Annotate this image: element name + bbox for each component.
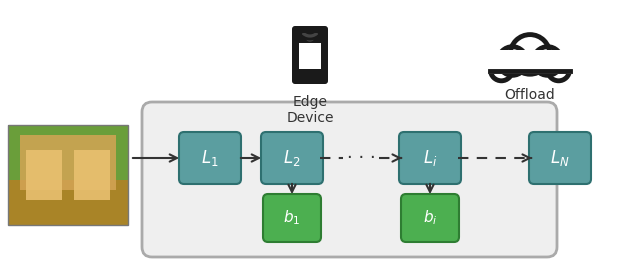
Text: Offload: Offload [504,88,556,102]
FancyBboxPatch shape [292,26,328,84]
Circle shape [306,33,314,41]
Bar [26,150,62,200]
FancyBboxPatch shape [302,33,318,38]
FancyBboxPatch shape [142,102,557,257]
Circle shape [510,35,550,74]
Bar [8,125,128,225]
Text: $b_{1}$: $b_{1}$ [284,209,301,227]
FancyBboxPatch shape [261,132,323,184]
Bar [8,125,128,225]
Circle shape [490,59,513,81]
Circle shape [533,47,562,75]
Text: $L_{1}$: $L_{1}$ [201,148,219,168]
Bar [8,180,128,225]
FancyBboxPatch shape [401,194,459,242]
FancyBboxPatch shape [529,132,591,184]
Bar [20,135,116,190]
Text: $b_{i}$: $b_{i}$ [422,209,437,227]
Text: $L_{2}$: $L_{2}$ [284,148,301,168]
Circle shape [498,47,527,75]
Text: $L_{N}$: $L_{N}$ [550,148,570,168]
Text: $L_{i}$: $L_{i}$ [423,148,437,168]
Bar [74,150,110,200]
FancyBboxPatch shape [263,194,321,242]
Text: · · ·: · · · [347,149,376,167]
FancyBboxPatch shape [179,132,241,184]
Bar [484,50,576,74]
Bar [299,43,321,69]
FancyBboxPatch shape [399,132,461,184]
Text: Edge
Device: Edge Device [286,95,333,125]
Circle shape [548,59,570,81]
